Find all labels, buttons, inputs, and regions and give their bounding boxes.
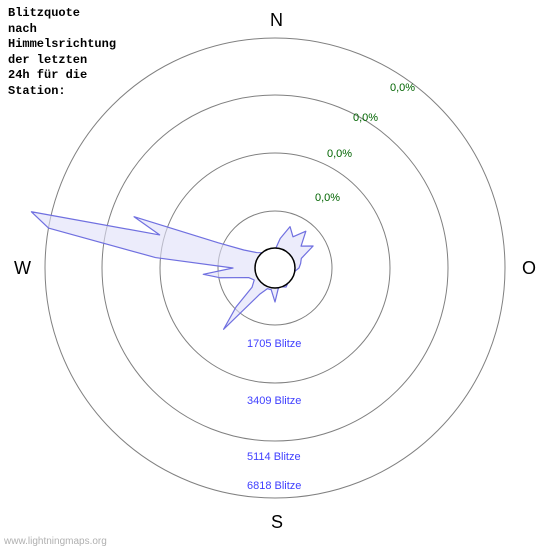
ring-label-blitze: 1705 Blitze [247, 338, 301, 350]
ring-label-percent: 0,0% [353, 112, 378, 124]
cardinal-south: S [271, 512, 283, 533]
ring-label-percent: 0,0% [315, 192, 340, 204]
cardinal-east: O [522, 258, 536, 279]
chart-title: Blitzquote nach Himmelsrichtung der letz… [8, 6, 116, 100]
ring-label-blitze: 3409 Blitze [247, 395, 301, 407]
ring-label-percent: 0,0% [390, 82, 415, 94]
cardinal-west: W [14, 258, 31, 279]
cardinal-north: N [270, 10, 283, 31]
center-circle [255, 248, 295, 288]
footer-attribution: www.lightningmaps.org [4, 536, 107, 547]
ring-label-percent: 0,0% [327, 148, 352, 160]
ring-label-blitze: 6818 Blitze [247, 480, 301, 492]
ring-label-blitze: 5114 Blitze [247, 451, 301, 463]
polar-chart-container: Blitzquote nach Himmelsrichtung der letz… [0, 0, 550, 550]
